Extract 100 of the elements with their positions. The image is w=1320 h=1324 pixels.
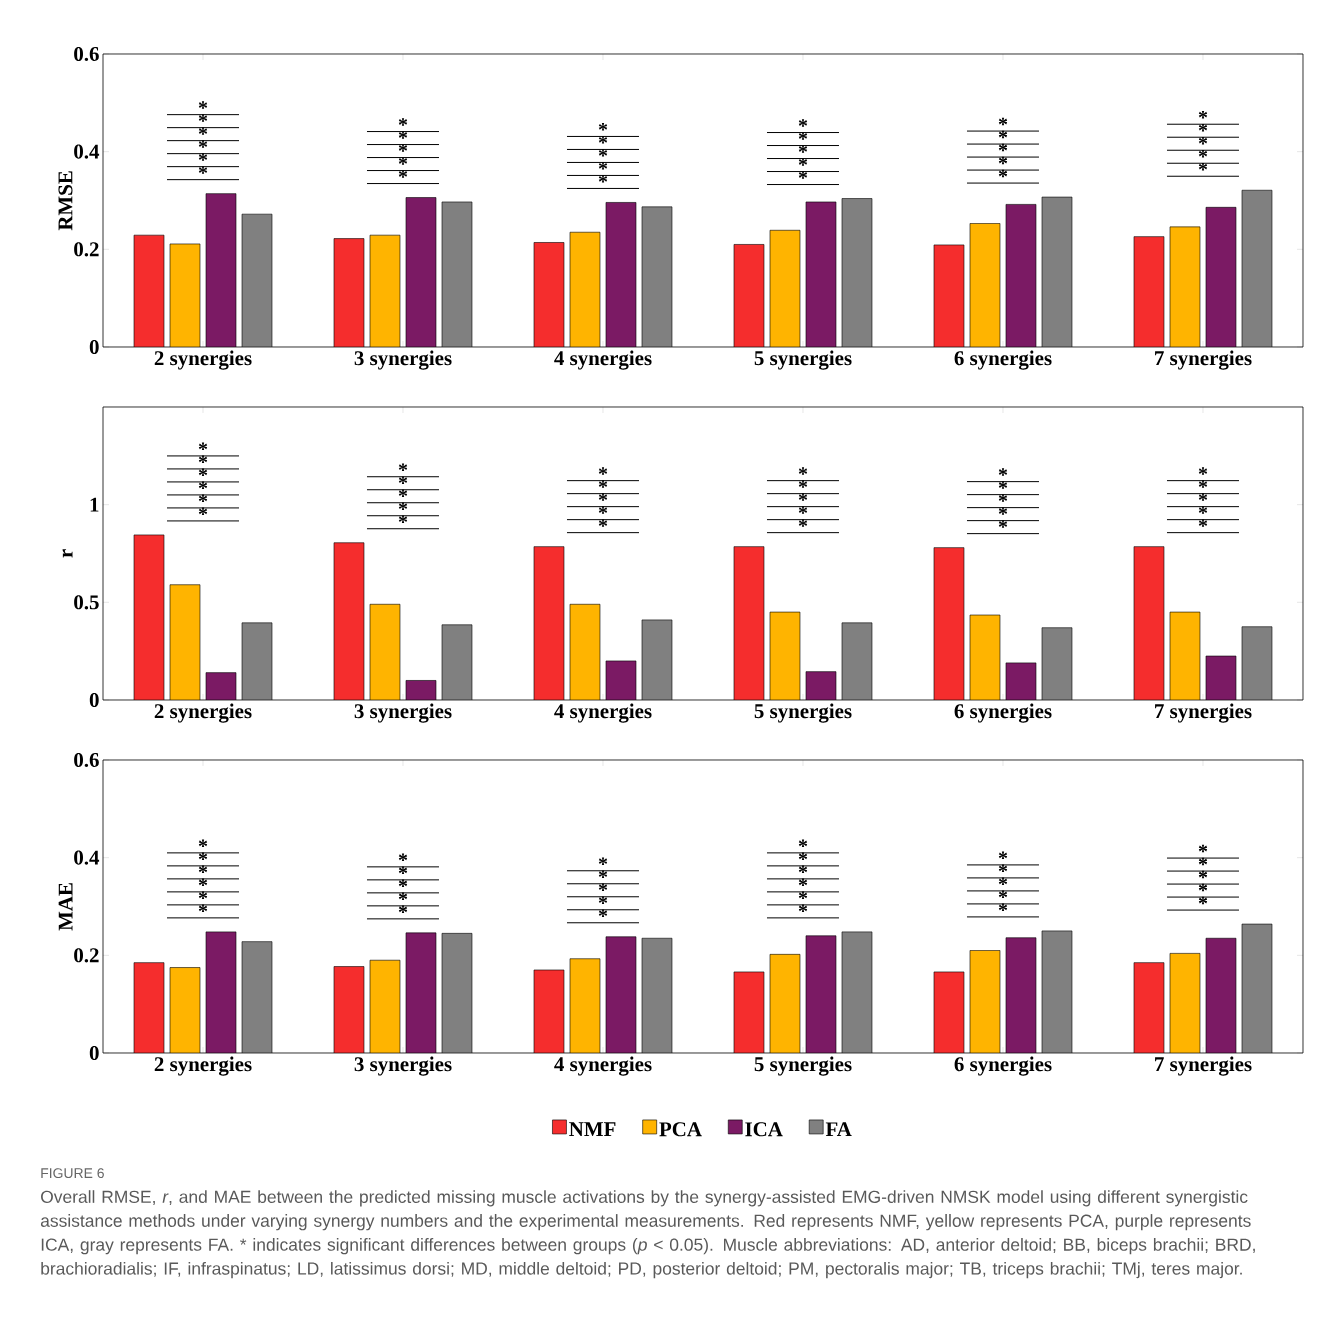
annotation: * (598, 493, 608, 501)
annotation: * (198, 468, 208, 477)
bar (733, 244, 765, 347)
annotation: * (1198, 857, 1208, 866)
bar (369, 959, 401, 1053)
annotation: * (198, 839, 208, 848)
x-tick-label: 5 synergies (754, 703, 852, 723)
bar (1241, 923, 1273, 1053)
annotation: * (998, 130, 1008, 139)
annotation: * (598, 467, 608, 475)
annotation: * (798, 467, 808, 475)
bar (441, 201, 473, 347)
annotation: * (598, 162, 608, 170)
annotation: * (598, 149, 608, 157)
y-tick-label: 1 (90, 497, 99, 512)
annotation: * (198, 153, 208, 161)
caption: FIGURE 6 (41, 1168, 104, 1179)
x-tick-label: 7 synergies (1155, 350, 1252, 370)
annotation: * (1198, 844, 1208, 853)
bar (933, 547, 965, 700)
bar (134, 235, 164, 347)
annotation: * (198, 101, 208, 109)
bar (769, 229, 801, 347)
bar (769, 611, 801, 700)
annotation: * (198, 865, 208, 874)
annotation: * (398, 157, 408, 165)
annotation: * (998, 494, 1008, 502)
bar (841, 931, 873, 1053)
x-tick-label: 7 synergies (1155, 1056, 1252, 1076)
bar (641, 619, 673, 700)
annotation: * (198, 904, 208, 913)
bar (841, 622, 873, 700)
bar (134, 962, 164, 1053)
x-tick-label: 2 synergies (154, 350, 252, 370)
annotation: * (998, 481, 1008, 489)
bar (969, 614, 1001, 700)
x-tick-label: 3 synergies (354, 1056, 452, 1076)
legend-label: ICA (745, 1122, 783, 1137)
y-tick-label: 0.6 (74, 46, 99, 62)
bar (969, 950, 1001, 1053)
annotation: * (1198, 136, 1208, 145)
y-tick-label: 0.4 (74, 850, 100, 865)
bar (134, 534, 164, 700)
bar (170, 584, 200, 700)
bar (569, 231, 601, 347)
annotation: * (598, 506, 608, 514)
annotation: * (398, 118, 408, 126)
bar (969, 223, 1001, 347)
x-tick-label: 2 synergies (154, 703, 252, 723)
annotation: * (198, 114, 208, 122)
annotation: * (598, 857, 608, 865)
annotation: * (398, 905, 408, 914)
annotation: * (798, 158, 808, 166)
annotation: * (198, 127, 208, 135)
bar (641, 937, 673, 1053)
x-tick-label: 4 synergies (554, 1056, 652, 1076)
bar (333, 966, 365, 1053)
annotation: * (998, 117, 1008, 126)
bar (605, 202, 637, 347)
bar (1005, 937, 1037, 1053)
annotation: * (798, 839, 808, 848)
annotation: * (798, 904, 808, 913)
annotation: * (198, 878, 208, 887)
annotation: * (1198, 149, 1208, 158)
bar (1169, 953, 1201, 1053)
annotation: * (398, 476, 408, 484)
annotation: * (598, 123, 608, 131)
bar (933, 971, 965, 1053)
bar (533, 242, 565, 347)
x-tick-label: 6 synergies (954, 350, 1052, 370)
annotation: * (198, 442, 208, 451)
bar (733, 971, 765, 1053)
bar (533, 969, 565, 1053)
annotation: * (398, 489, 408, 497)
bar (641, 206, 673, 347)
x-tick-label: 7 synergies (1155, 703, 1252, 723)
bar (441, 624, 473, 700)
annotation: * (1198, 162, 1208, 171)
bar (1169, 611, 1201, 700)
bar (170, 967, 200, 1053)
bar (1241, 189, 1273, 347)
annotation: * (598, 136, 608, 144)
annotation: * (798, 132, 808, 140)
x-tick-label: 5 synergies (754, 1056, 852, 1076)
annotation: * (998, 507, 1008, 515)
y-axis-title: r (62, 549, 73, 558)
y-tick-label: 0 (89, 692, 99, 708)
legend-label: FA (825, 1122, 852, 1137)
x-tick-label: 6 synergies (954, 703, 1052, 723)
annotation: * (598, 883, 608, 891)
annotation: * (798, 891, 808, 900)
annotation: * (598, 480, 608, 488)
text: Overall RMSE, r, and MAE between the predicted missing muscle activations by the synergy-assisted EMG-driven NMSK model using different synergistic assistance methods under varying synergy numbers and the experimental measurements. Red represents NMF, yellow represents PCA, purple represents ICA, gray represents FA. * indicates significant differences between groups (p < 0.05). Muscle abbreviations: AD, anterior deltoid; BB, biceps brachii; BRD, brachioradialis; IF, infraspinatus; LD, latissimus dorsi; MD, middle deltoid; PD, posterior deltoid; PM, pectoralis major; TB, triceps brachii; TMj, teres major. (40, 1190, 1255, 1279)
bar (242, 941, 272, 1053)
annotation: * (1198, 467, 1208, 475)
annotation: * (798, 145, 808, 153)
bar (369, 603, 401, 700)
y-axis-title: MAE (58, 883, 73, 931)
bar (1133, 236, 1165, 347)
bar (805, 935, 837, 1053)
